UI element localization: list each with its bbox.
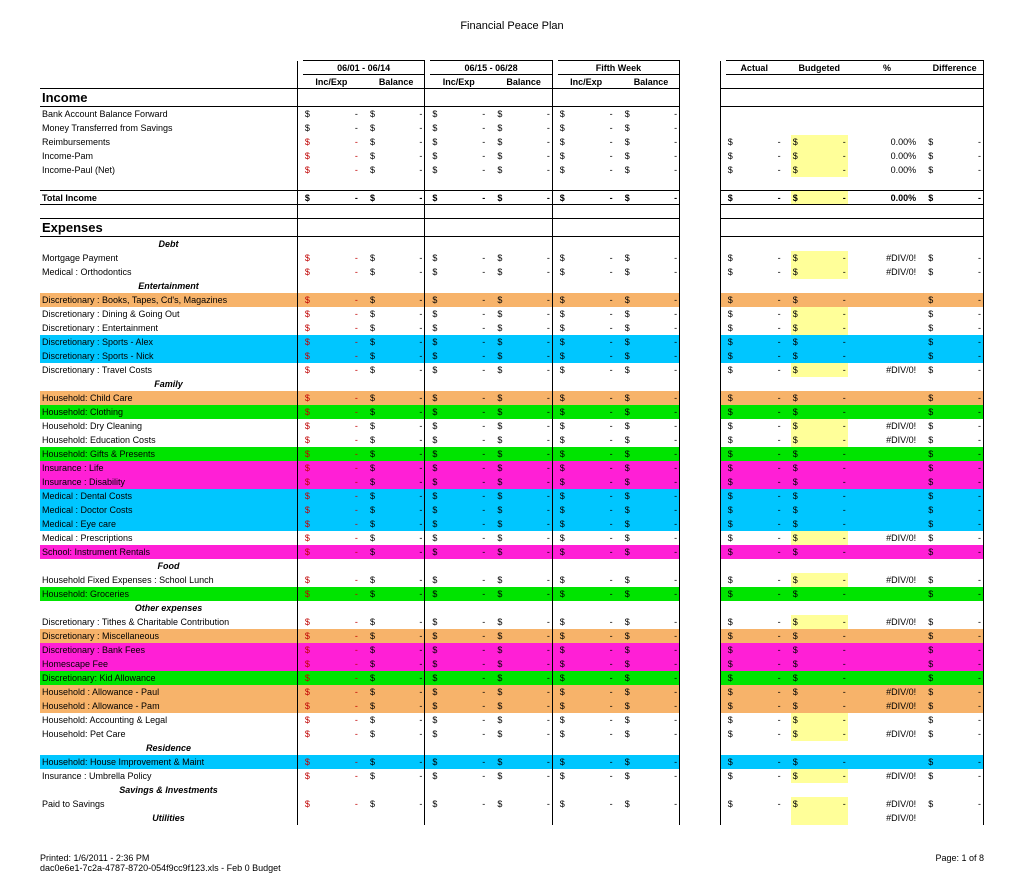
table-row: Discretionary : Miscellaneous$-$-$-$-$-$… [40,629,984,643]
table-row: Discretionary: Kid Allowance$-$-$-$-$-$-… [40,671,984,685]
group-title: Savings & Investments [40,783,298,797]
group-title: Debt [40,237,298,251]
table-row: Medical : Dental Costs$-$-$-$-$-$-$-$-$- [40,489,984,503]
page-footer: Printed: 1/6/2011 - 2:36 PM dac0e6e1-7c2… [40,853,984,873]
printed-text: Printed: 1/6/2011 - 2:36 PM [40,853,281,863]
page-number: Page: 1 of 8 [935,853,984,873]
table-row: Household Fixed Expenses : School Lunch$… [40,573,984,587]
group-title: Entertainment [40,279,298,293]
table-row: Household: Accounting & Legal$-$-$-$-$-$… [40,713,984,727]
total-income: Total Income [40,191,298,205]
section-income: Income [40,89,298,107]
table-row: Reimbursements$-$-$-$-$-$-$-$-0.00%$- [40,135,984,149]
table-row: Bank Account Balance Forward$-$-$-$-$-$- [40,107,984,121]
table-row: Household : Allowance - Pam$-$-$-$-$-$-$… [40,699,984,713]
table-row: Household: House Improvement & Maint$-$-… [40,755,984,769]
section-expenses: Expenses [40,219,298,237]
budget-table: 06/01 - 06/1406/15 - 06/28Fifth WeekActu… [40,60,984,825]
table-row: Mortgage Payment$-$-$-$-$-$-$-$-#DIV/0!$… [40,251,984,265]
table-row: Insurance : Life$-$-$-$-$-$-$-$-$- [40,461,984,475]
table-row: Household : Allowance - Paul$-$-$-$-$-$-… [40,685,984,699]
table-row: Medical : Doctor Costs$-$-$-$-$-$-$-$-$- [40,503,984,517]
table-row: Household: Dry Cleaning$-$-$-$-$-$-$-$-#… [40,419,984,433]
table-row: Discretionary : Travel Costs$-$-$-$-$-$-… [40,363,984,377]
table-row: School: Instrument Rentals$-$-$-$-$-$-$-… [40,545,984,559]
table-row: Household: Child Care$-$-$-$-$-$-$-$-$- [40,391,984,405]
file-text: dac0e6e1-7c2a-4787-8720-054f9cc9f123.xls… [40,863,281,873]
table-row: Homescape Fee$-$-$-$-$-$-$-$-$- [40,657,984,671]
group-title: Food [40,559,298,573]
table-row: Medical : Eye care$-$-$-$-$-$-$-$-$- [40,517,984,531]
table-row: Medical : Prescriptions$-$-$-$-$-$-$-$-#… [40,531,984,545]
table-row: Discretionary : Entertainment$-$-$-$-$-$… [40,321,984,335]
table-row: Discretionary : Bank Fees$-$-$-$-$-$-$-$… [40,643,984,657]
table-row: Discretionary : Books, Tapes, Cd's, Maga… [40,293,984,307]
table-row: Household: Groceries$-$-$-$-$-$-$-$-$- [40,587,984,601]
table-row: Income-Pam$-$-$-$-$-$-$-$-0.00%$- [40,149,984,163]
table-row: Discretionary : Dining & Going Out$-$-$-… [40,307,984,321]
table-row: Household: Education Costs$-$-$-$-$-$-$-… [40,433,984,447]
group-title: Utilities [40,811,298,825]
table-row: Money Transferred from Savings$-$-$-$-$-… [40,121,984,135]
table-row: Household: Pet Care$-$-$-$-$-$-$-$-#DIV/… [40,727,984,741]
table-row: Discretionary : Sports - Nick$-$-$-$-$-$… [40,349,984,363]
table-row: Paid to Savings$-$-$-$-$-$-$-$-#DIV/0!$- [40,797,984,811]
group-title: Residence [40,741,298,755]
group-title: Other expenses [40,601,298,615]
page-title: Financial Peace Plan [40,20,984,32]
table-row: Household: Clothing$-$-$-$-$-$-$-$-$- [40,405,984,419]
table-row: Medical : Orthodontics$-$-$-$-$-$-$-$-#D… [40,265,984,279]
table-row: Discretionary : Sports - Alex$-$-$-$-$-$… [40,335,984,349]
table-row: Household: Gifts & Presents$-$-$-$-$-$-$… [40,447,984,461]
table-row: Insurance : Disability$-$-$-$-$-$-$-$-$- [40,475,984,489]
group-title: Family [40,377,298,391]
table-row: Income-Paul (Net)$-$-$-$-$-$-$-$-0.00%$- [40,163,984,177]
table-row: Insurance : Umbrella Policy$-$-$-$-$-$-$… [40,769,984,783]
table-row: Discretionary : Tithes & Charitable Cont… [40,615,984,629]
